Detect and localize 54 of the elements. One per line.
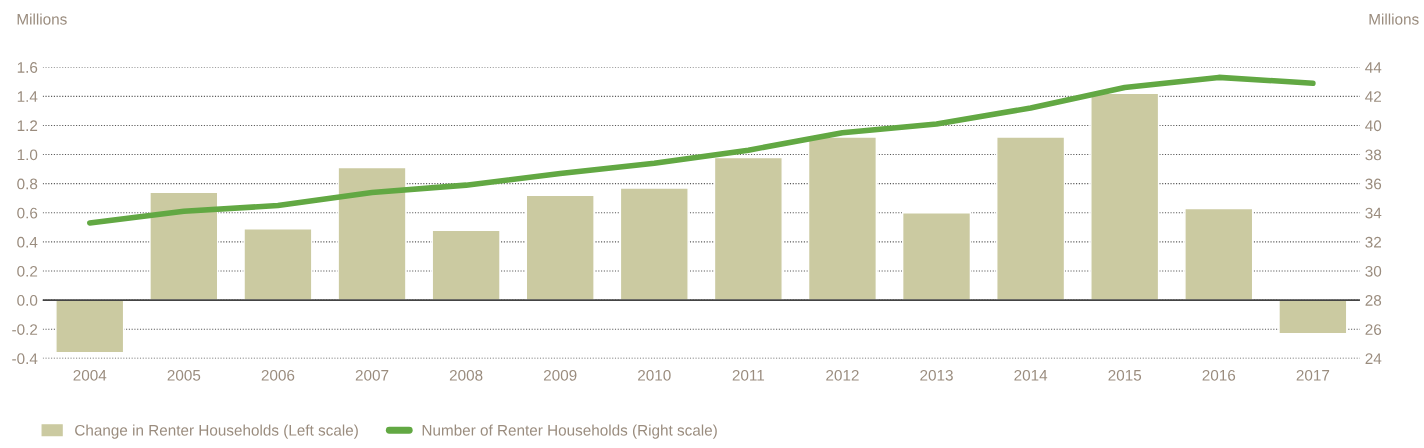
y2-tick-label: 34 <box>1365 207 1382 219</box>
y2-tick-label: 40 <box>1365 120 1382 132</box>
y2-tick-label: 44 <box>1365 62 1382 73</box>
bar <box>55 299 125 354</box>
y-tick-label: 1.4 <box>17 91 38 102</box>
x-tick-label: 2011 <box>732 369 765 381</box>
bar <box>431 229 501 301</box>
bar <box>1184 207 1254 301</box>
y2-tick-label: 38 <box>1365 149 1382 161</box>
x-tick-label: 2010 <box>638 369 671 381</box>
y2-tick-label: 32 <box>1365 236 1382 248</box>
bar <box>243 228 313 301</box>
y-tick-label: 0.8 <box>17 178 38 190</box>
x-tick-label: 2008 <box>449 369 483 381</box>
x-tick-label: 2015 <box>1108 369 1142 381</box>
bar <box>619 187 689 301</box>
y-tick-label: 1.2 <box>17 120 38 131</box>
x-tick-label: 2016 <box>1202 369 1236 381</box>
y2-tick-label: 30 <box>1365 265 1382 277</box>
bar <box>525 194 595 301</box>
y2-tick-label: 42 <box>1365 91 1382 102</box>
y2-tick-label: 24 <box>1365 353 1382 364</box>
y-axis-title: Millions <box>17 13 67 25</box>
x-tick-label: 2005 <box>167 369 201 381</box>
x-tick-label: 2017 <box>1296 369 1330 381</box>
bar <box>337 166 407 301</box>
x-tick-label: 2012 <box>826 369 859 381</box>
y-tick-label: 1.0 <box>17 149 38 161</box>
bar <box>1278 299 1348 335</box>
x-tick-label: 2004 <box>73 369 107 381</box>
bar <box>713 156 783 301</box>
x-tick-label: 2009 <box>543 369 577 381</box>
bar <box>807 136 878 301</box>
bar <box>149 191 219 301</box>
y-tick-label: 0.4 <box>17 236 38 248</box>
y2-tick-label: 28 <box>1365 295 1382 306</box>
x-tick-label: 2013 <box>920 369 953 381</box>
y2-tick-label: 26 <box>1365 324 1382 335</box>
y2-axis-title: Millions <box>1369 13 1419 25</box>
y-tick-label: 0.6 <box>17 207 38 219</box>
y-tick-label: -0.4 <box>12 353 38 365</box>
bar <box>901 212 972 301</box>
y-tick-label: 0.2 <box>17 265 38 277</box>
bar <box>1090 92 1160 301</box>
x-tick-label: 2006 <box>261 369 295 381</box>
y-tick-label: -0.2 <box>12 324 38 335</box>
x-tick-label: 2014 <box>1014 369 1048 381</box>
x-tick-label: 2007 <box>355 369 389 381</box>
bar <box>996 136 1066 301</box>
legend-label: Change in Renter Households (Left scale) <box>75 424 358 439</box>
legend-label: Number of Renter Households (Right scale) <box>422 424 717 439</box>
y-tick-label: 0.0 <box>17 295 38 306</box>
y-tick-label: 1.6 <box>17 62 38 73</box>
y2-tick-label: 36 <box>1365 178 1382 190</box>
